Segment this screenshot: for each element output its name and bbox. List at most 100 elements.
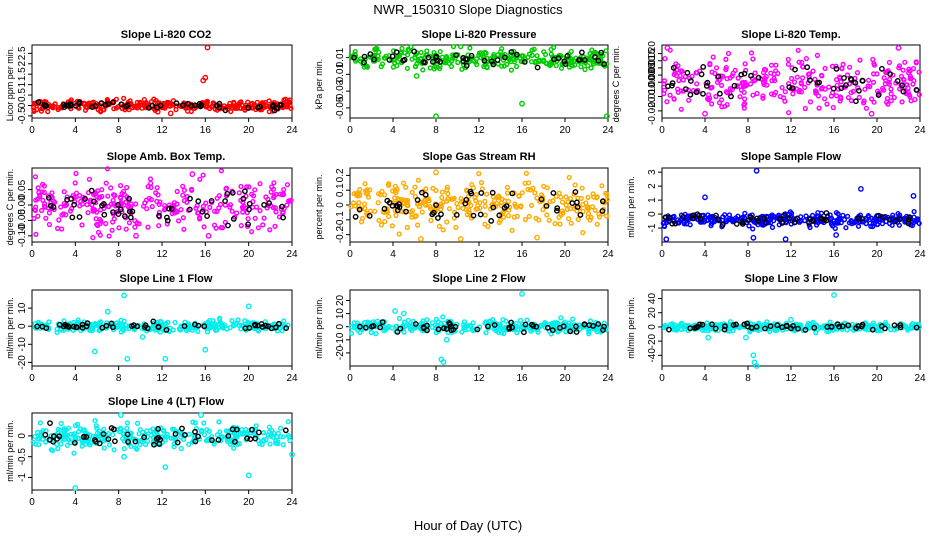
data-point [96, 195, 102, 201]
data-point [73, 190, 80, 196]
reference-point [128, 323, 135, 329]
data-point [450, 43, 457, 50]
data-point [72, 434, 79, 440]
data-point [828, 215, 835, 221]
data-point [401, 329, 407, 335]
y-tick-label: 0.020 [647, 41, 658, 66]
panel-title: Slope Line 2 Flow [433, 273, 526, 285]
data-point [560, 210, 566, 216]
data-point [348, 204, 354, 210]
data-point [181, 226, 187, 232]
data-point [229, 208, 235, 214]
data-point [446, 206, 453, 212]
data-point [499, 330, 505, 336]
data-point [563, 194, 569, 200]
data-point [896, 222, 902, 228]
panel-li820-temp: Slope Li-820 Temp. degrees C per min. 0 4… [611, 29, 926, 136]
reference-point [282, 427, 289, 434]
x-tick-label: 0 [347, 373, 353, 384]
reference-point [900, 88, 907, 95]
reference-point [601, 61, 607, 67]
data-point [286, 434, 292, 440]
data-point [795, 47, 801, 53]
data-point [111, 216, 117, 222]
reference-point [157, 102, 164, 109]
data-point [118, 317, 124, 323]
data-point [267, 227, 273, 233]
x-tick-label: 12 [156, 497, 168, 508]
y-tick-label: 0.01 [335, 47, 346, 67]
reference-point [841, 75, 847, 81]
data-point [815, 93, 821, 99]
data-point [730, 219, 736, 225]
data-point [104, 166, 111, 172]
reference-point [88, 187, 95, 194]
data-point [428, 217, 434, 224]
data-point [661, 78, 668, 84]
data-point [694, 81, 700, 87]
data-point [522, 56, 528, 62]
reference-point [544, 324, 551, 331]
data-point [855, 223, 862, 229]
y-tick-label: -0.2 [335, 226, 346, 244]
data-point [563, 329, 569, 335]
data-point [536, 217, 542, 223]
data-point [463, 206, 469, 213]
data-point [870, 79, 877, 85]
reference-point [509, 190, 516, 197]
data-point [37, 420, 43, 426]
reference-point [351, 54, 357, 61]
data-point [522, 180, 528, 186]
outlier-point [782, 236, 789, 243]
data-point [54, 225, 61, 231]
panel-ylabel: ml/min per min. [626, 297, 636, 359]
reference-point [42, 431, 49, 438]
data-point [727, 85, 733, 92]
reference-point [195, 198, 202, 205]
data-point [96, 320, 102, 326]
data-point [389, 223, 395, 229]
reference-point [389, 53, 396, 60]
data-points [30, 412, 295, 491]
data-point [525, 186, 531, 192]
data-point [148, 180, 154, 186]
data-points [348, 290, 609, 365]
data-point [268, 189, 274, 195]
x-tick-label: 4 [390, 249, 396, 260]
outlier-point [440, 359, 447, 365]
reference-point [581, 321, 588, 328]
data-point [846, 64, 853, 70]
data-point [843, 225, 849, 231]
data-point [238, 223, 244, 229]
data-point [860, 100, 867, 106]
data-point [94, 425, 100, 431]
data-point [395, 196, 401, 202]
data-point [190, 419, 196, 425]
data-point [737, 83, 743, 89]
data-point [840, 61, 846, 67]
data-point [84, 202, 90, 208]
reference-point [666, 326, 672, 333]
data-point [73, 170, 79, 177]
data-point [741, 96, 748, 102]
reference-point [892, 218, 899, 225]
panel-ylabel: ml/min per min. [314, 297, 324, 359]
reference-point [694, 211, 701, 218]
reference-point [168, 205, 175, 212]
reference-point [386, 57, 393, 63]
data-point [746, 223, 752, 229]
data-point [863, 105, 869, 111]
data-point [833, 93, 840, 99]
panel-title: Slope Li-820 CO2 [121, 29, 211, 41]
data-point [844, 213, 851, 219]
x-tick-label: 4 [390, 373, 396, 384]
data-point [558, 65, 565, 71]
data-point [72, 180, 78, 186]
data-point [128, 201, 134, 207]
x-tick-label: 0 [29, 125, 35, 136]
data-point [43, 215, 49, 221]
reference-point [880, 214, 887, 221]
reference-point [875, 212, 882, 219]
reference-point [252, 435, 259, 442]
x-tick-label: 4 [702, 373, 708, 384]
